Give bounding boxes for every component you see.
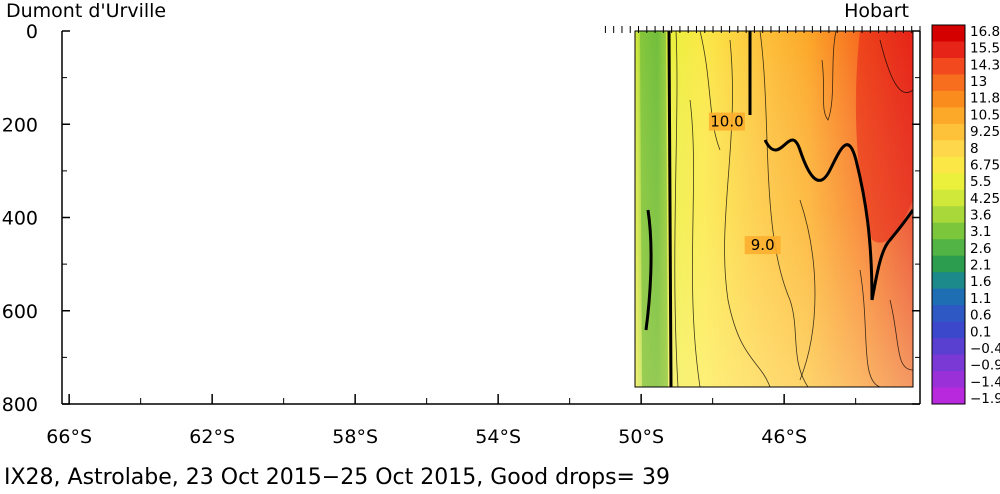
- colorbar-label: 9.25: [970, 124, 1000, 140]
- colorbar-swatch: [932, 387, 965, 405]
- colorbar-swatch: [932, 140, 965, 158]
- colorbar-label: 11.8: [970, 91, 1000, 107]
- colorbar-swatch: [932, 189, 965, 207]
- colorbar-swatch: [932, 123, 965, 141]
- contour-label-bg: [708, 112, 745, 131]
- colorbar-label: −0.4: [970, 341, 1000, 357]
- colorbar-label: −1.4: [970, 374, 1000, 390]
- colorbar-swatch: [932, 206, 965, 224]
- colorbar-swatch: [932, 222, 965, 240]
- colorbar-label: 15.5: [970, 41, 1000, 57]
- colorbar-swatch: [932, 288, 965, 306]
- chart-title: IX28, Astrolabe, 23 Oct 2015−25 Oct 2015…: [4, 465, 670, 490]
- colorbar-label: 3.1: [970, 224, 991, 240]
- colorbar-swatch: [932, 338, 965, 356]
- colorbar-swatch: [932, 305, 965, 323]
- x-tick-label: 54°S: [475, 426, 521, 448]
- colorbar-label: 3.6: [970, 208, 991, 224]
- colorbar-label: 1.1: [970, 291, 991, 307]
- colorbar-label: 1.6: [970, 274, 991, 290]
- contour-label: 9.0: [751, 236, 775, 254]
- colorbar-label: 6.75: [970, 157, 1000, 173]
- colorbar-label: 0.1: [970, 324, 991, 340]
- colorbar-label: 10.5: [970, 107, 1000, 123]
- y-tick-label: 800: [2, 394, 38, 416]
- colorbar-label: 2.1: [970, 258, 991, 274]
- bold-contours: [644, 31, 913, 387]
- contour-label-bg: [744, 236, 781, 255]
- contour-label: 10.0: [710, 113, 743, 131]
- y-axis: 0 200 400 600 800: [2, 21, 920, 416]
- colorbar-label: −0.9: [970, 358, 1000, 374]
- colorbar-swatch: [932, 173, 965, 191]
- colorbar-label: 0.6: [970, 308, 991, 324]
- x-tick-label: 50°S: [618, 426, 664, 448]
- colorbar-label: 2.6: [970, 241, 991, 257]
- y-tick-label: 200: [2, 114, 38, 136]
- colorbar-swatch: [932, 90, 965, 108]
- colorbar: 16.815.514.31311.810.59.2586.755.54.253.…: [931, 24, 1000, 407]
- y-tick-label: 600: [2, 301, 38, 323]
- temperature-field: [635, 31, 913, 387]
- left-station-label: Dumont d'Urville: [6, 0, 166, 22]
- colorbar-swatch: [932, 25, 965, 42]
- cold-strip-region: [640, 31, 668, 387]
- drop-ticks: [604, 26, 921, 33]
- colorbar-label: −1.9: [970, 391, 1000, 407]
- field-border: [634, 30, 914, 388]
- y-tick-label: 0: [26, 21, 38, 43]
- colorbar-swatch: [932, 41, 965, 59]
- colorbar-label: 13: [970, 74, 987, 90]
- x-tick-label: 62°S: [189, 426, 235, 448]
- colorbar-swatch: [932, 272, 965, 290]
- right-station-label: Hobart: [844, 0, 909, 22]
- colorbar-label: 8: [970, 141, 979, 157]
- colorbar-swatch: [932, 354, 965, 372]
- colorbar-swatch: [932, 371, 965, 389]
- colorbar-label: 4.25: [970, 191, 1000, 207]
- colorbar-swatch: [932, 321, 965, 339]
- colorbar-border: [931, 24, 966, 405]
- colorbar-label: 16.8: [970, 24, 1000, 40]
- x-tick-label: 66°S: [46, 426, 92, 448]
- colorbar-swatch: [932, 57, 965, 75]
- x-tick-label: 46°S: [761, 426, 807, 448]
- colorbar-swatch: [932, 74, 965, 92]
- y-tick-label: 400: [2, 208, 38, 230]
- colorbar-label: 14.3: [970, 57, 1000, 73]
- x-axis: 66°S 62°S 58°S 54°S 50°S 46°S: [46, 394, 857, 448]
- colorbar-swatch: [932, 107, 965, 125]
- warm-core-region: [855, 31, 913, 243]
- colorbar-swatch: [932, 156, 965, 174]
- colorbar-swatch: [932, 255, 965, 273]
- colorbar-swatch: [932, 239, 965, 257]
- colorbar-label: 5.5: [970, 174, 991, 190]
- contour-labels: 10.0 9.0: [708, 112, 781, 255]
- x-tick-label: 58°S: [332, 426, 378, 448]
